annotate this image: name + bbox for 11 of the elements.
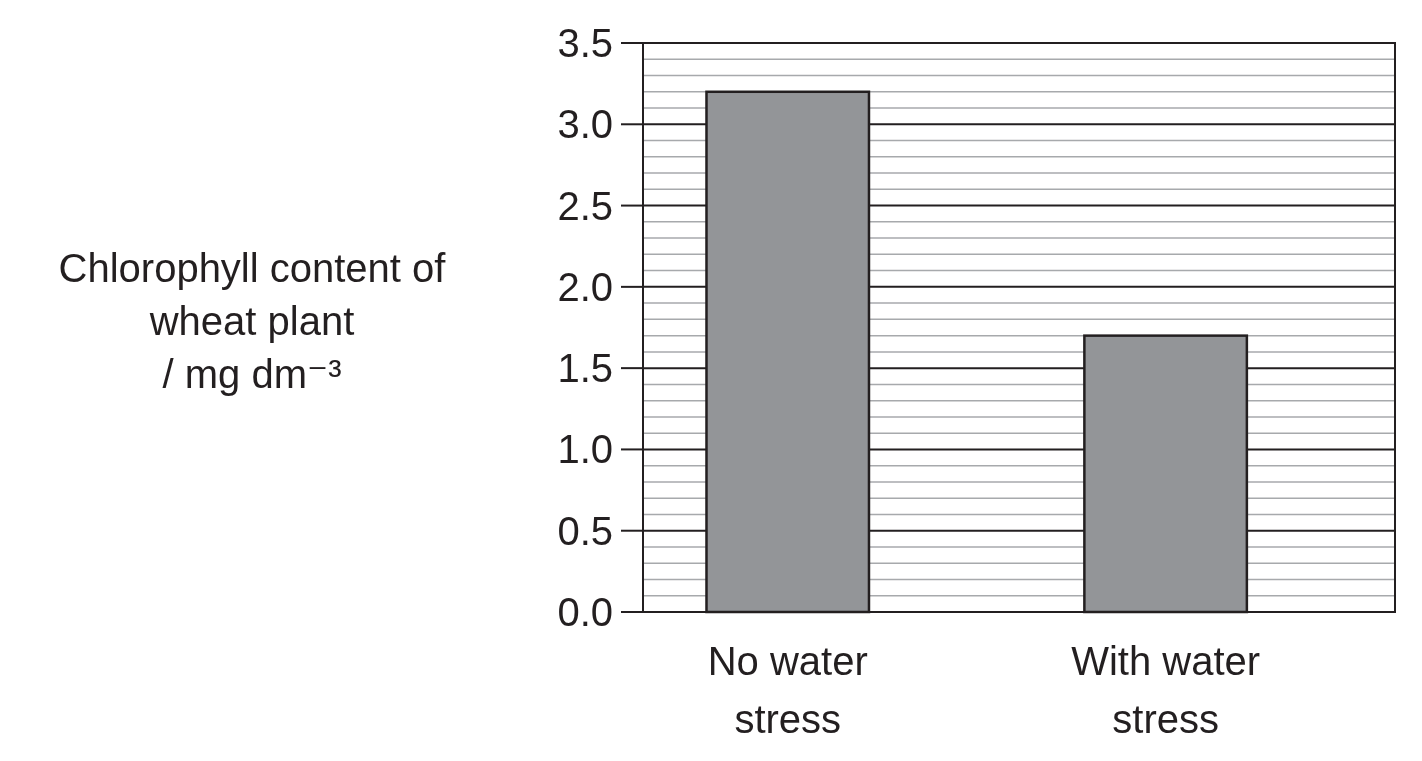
y-tick-label: 3.0 [557, 102, 613, 147]
x-tick-label: No water stress [707, 639, 868, 741]
y-tick-label: 1.0 [557, 427, 613, 472]
y-tick-label: 3.5 [557, 21, 613, 65]
y-tick-label: 0.0 [557, 590, 613, 634]
y-tick-label: 2.0 [557, 264, 613, 309]
y-tick-label: 2.5 [557, 183, 613, 228]
y-axis-title: Chlorophyll content of wheat plant / mg dm⁻³ [58, 246, 447, 396]
y-tick-label: 1.5 [557, 346, 613, 391]
x-tick-label: With water stress [1071, 639, 1261, 741]
y-tick-label: 0.5 [557, 508, 613, 553]
